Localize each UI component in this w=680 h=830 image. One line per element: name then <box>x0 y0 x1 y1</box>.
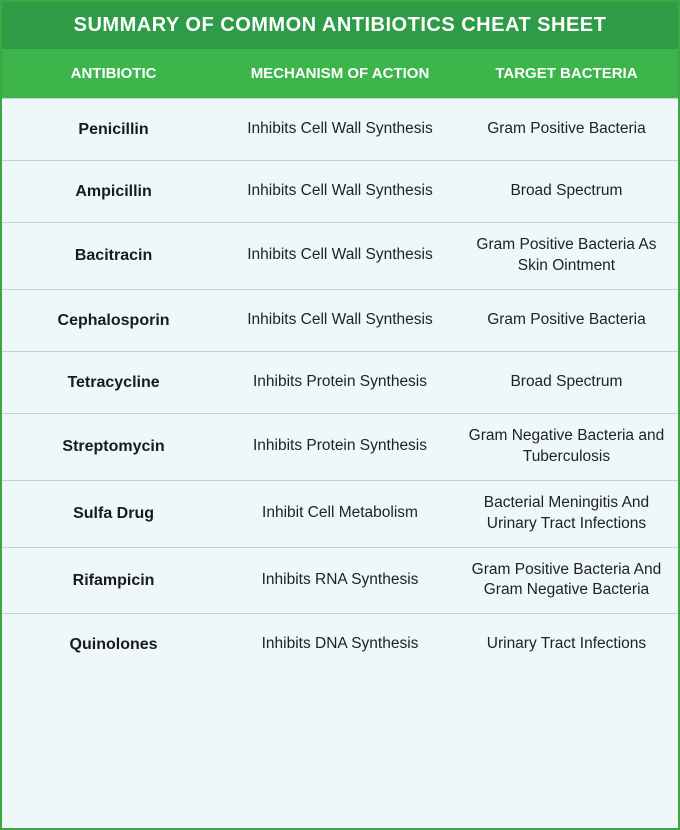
mechanism-value: Inhibits Cell Wall Synthesis <box>225 298 455 343</box>
mechanism-value: Inhibits RNA Synthesis <box>225 558 455 603</box>
mechanism-value: Inhibits Cell Wall Synthesis <box>225 107 455 152</box>
mechanism-value: Inhibits Protein Synthesis <box>225 424 455 469</box>
table-row: Sulfa Drug Inhibit Cell Metabolism Bacte… <box>2 480 678 547</box>
mechanism-value: Inhibits DNA Synthesis <box>225 622 455 667</box>
mechanism-value: Inhibits Protein Synthesis <box>225 360 455 405</box>
target-value: Gram Positive Bacteria As Skin Ointment <box>455 223 678 289</box>
mechanism-value: Inhibits Cell Wall Synthesis <box>225 233 455 278</box>
table-row: Cephalosporin Inhibits Cell Wall Synthes… <box>2 289 678 351</box>
target-value: Bacterial Meningitis And Urinary Tract I… <box>455 481 678 547</box>
antibiotic-name: Penicillin <box>2 107 225 153</box>
target-value: Urinary Tract Infections <box>455 622 678 667</box>
target-value: Gram Positive Bacteria <box>455 107 678 152</box>
table-row: Penicillin Inhibits Cell Wall Synthesis … <box>2 98 678 160</box>
table-row: Rifampicin Inhibits RNA Synthesis Gram P… <box>2 547 678 614</box>
mechanism-value: Inhibits Cell Wall Synthesis <box>225 169 455 214</box>
mechanism-value: Inhibit Cell Metabolism <box>225 491 455 536</box>
antibiotic-name: Sulfa Drug <box>2 491 225 537</box>
antibiotic-name: Rifampicin <box>2 558 225 604</box>
table-row: Streptomycin Inhibits Protein Synthesis … <box>2 413 678 480</box>
target-value: Gram Negative Bacteria and Tuberculosis <box>455 414 678 480</box>
antibiotic-name: Quinolones <box>2 622 225 668</box>
table-row: Ampicillin Inhibits Cell Wall Synthesis … <box>2 160 678 222</box>
antibiotic-name: Bacitracin <box>2 233 225 279</box>
target-value: Broad Spectrum <box>455 360 678 405</box>
table-row: Quinolones Inhibits DNA Synthesis Urinar… <box>2 613 678 675</box>
cheat-sheet-container: SUMMARY OF COMMON ANTIBIOTICS CHEAT SHEE… <box>0 0 680 830</box>
header-target: TARGET BACTERIA <box>455 49 678 98</box>
antibiotic-name: Ampicillin <box>2 169 225 215</box>
header-mechanism: MECHANISM OF ACTION <box>225 49 455 98</box>
target-value: Gram Positive Bacteria <box>455 298 678 343</box>
table-row: Bacitracin Inhibits Cell Wall Synthesis … <box>2 222 678 289</box>
target-value: Broad Spectrum <box>455 169 678 214</box>
title-bar: SUMMARY OF COMMON ANTIBIOTICS CHEAT SHEE… <box>2 2 678 49</box>
antibiotic-name: Tetracycline <box>2 360 225 406</box>
header-antibiotic: ANTIBIOTIC <box>2 49 225 98</box>
target-value: Gram Positive Bacteria And Gram Negative… <box>455 548 678 614</box>
table-row: Tetracycline Inhibits Protein Synthesis … <box>2 351 678 413</box>
antibiotic-name: Streptomycin <box>2 424 225 470</box>
antibiotic-name: Cephalosporin <box>2 298 225 344</box>
table-header-row: ANTIBIOTIC MECHANISM OF ACTION TARGET BA… <box>2 49 678 98</box>
